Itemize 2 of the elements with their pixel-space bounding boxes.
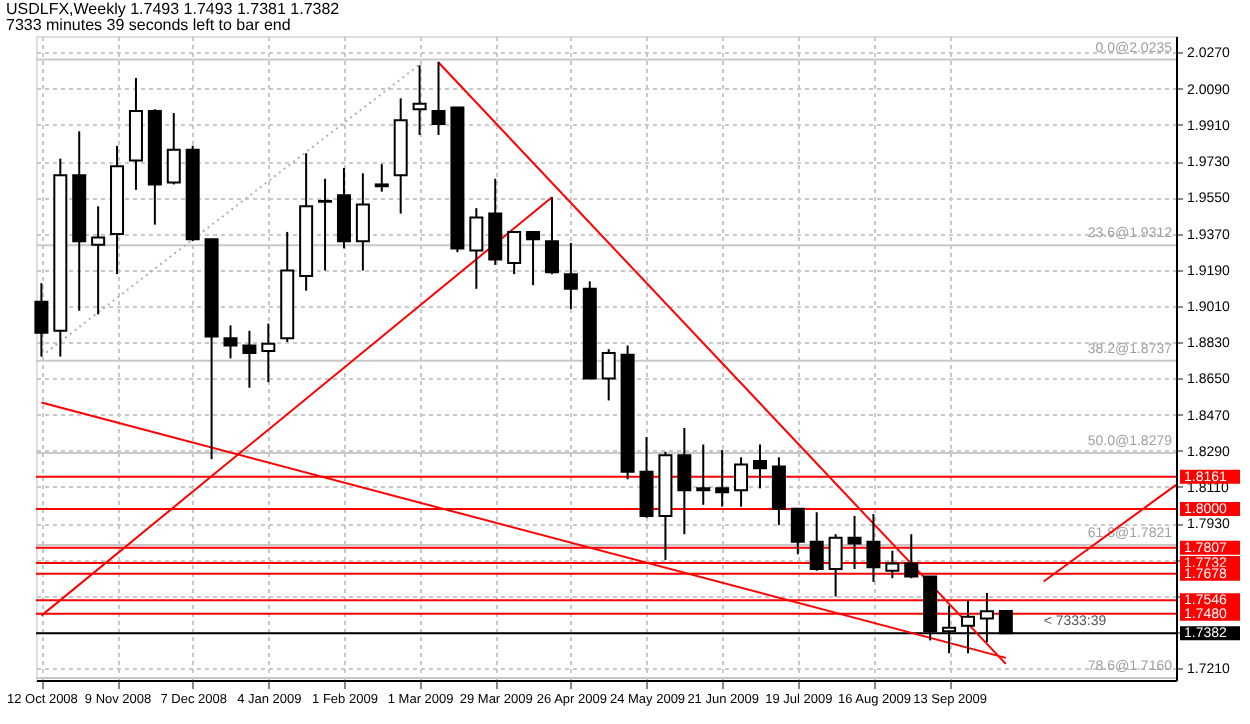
chart-subtitle: 7333 minutes 39 seconds left to bar end [5,16,291,34]
chart-title: USDLFX,Weekly 1.7493 1.7493 1.7381 1.7382 [5,0,341,18]
